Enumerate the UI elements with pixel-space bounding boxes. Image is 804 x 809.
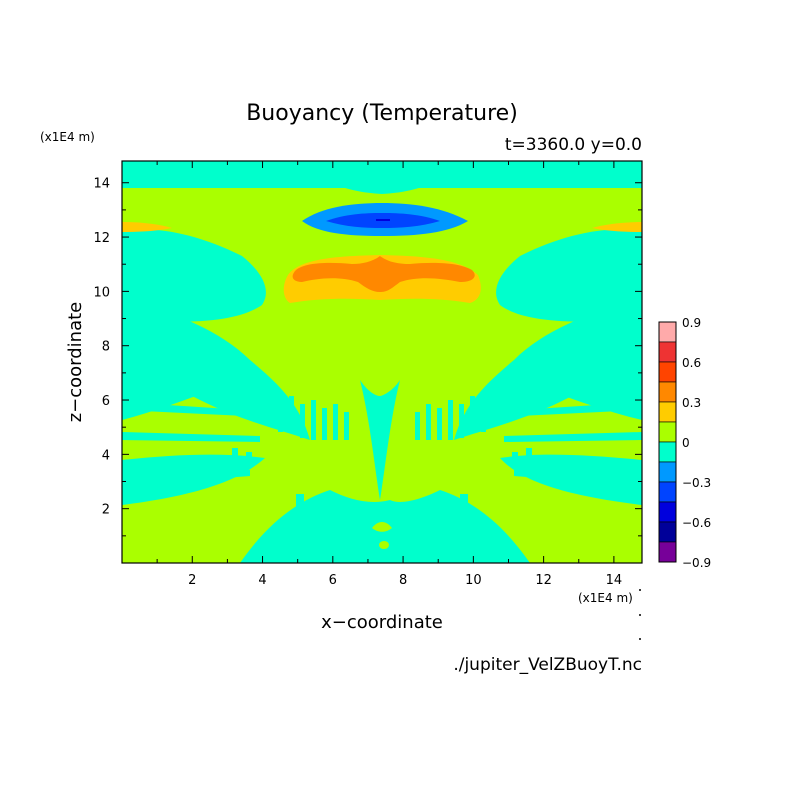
- y-axis: 2 4 6 8 10 12 14: [93, 177, 642, 537]
- colorbar-swatch: [658, 341, 677, 363]
- x-tick-label: 10: [465, 573, 482, 588]
- colorbar-swatch: [658, 321, 677, 343]
- footer-filename: ./jupiter_VelZBuoyT.nc: [453, 655, 642, 675]
- cell-cluster-left: [232, 396, 349, 510]
- x-tick-label: 14: [606, 573, 623, 588]
- cold-lobe-upper: [312, 161, 452, 194]
- y-unit-label: (x1E4 m): [40, 130, 95, 144]
- stripe-band-right: [504, 318, 642, 486]
- cell-cluster-right: [415, 396, 532, 510]
- x-tick-label: 12: [535, 573, 552, 588]
- x-unit-label: (x1E4 m): [578, 591, 633, 605]
- colorbar-swatch: [658, 541, 677, 563]
- y-tick-label: 6: [102, 394, 110, 409]
- x-axis-label: x−coordinate: [321, 612, 443, 633]
- y-axis-label: z−coordinate: [65, 302, 86, 423]
- x-tick-label: 8: [399, 573, 407, 588]
- colorbar-swatch: [658, 461, 677, 483]
- plot-field: [122, 161, 642, 563]
- cold-cap-core: [376, 219, 390, 221]
- cold-lobe-left: [122, 300, 310, 440]
- x-tick-label: 4: [258, 573, 266, 588]
- colorbar-swatch: [658, 421, 677, 443]
- colorbar-label: 0.9: [682, 316, 701, 330]
- bottom-plume-blobs: [372, 522, 392, 549]
- warm-edge-left: [122, 222, 172, 232]
- colorbar-swatch: [658, 501, 677, 523]
- positive-main-region: [122, 188, 642, 563]
- plot-frame: [121, 160, 643, 564]
- colorbar-swatch: [658, 401, 677, 423]
- colorbar-label: 0.6: [682, 356, 701, 370]
- colorbar-frame: [658, 321, 677, 563]
- chart-title: Buoyancy (Temperature): [246, 101, 518, 126]
- colorbar-swatch: [658, 441, 677, 463]
- x-tick-label: 6: [329, 573, 337, 588]
- colorbar-label: 0: [682, 436, 690, 450]
- cold-plume-stem: [360, 380, 400, 500]
- colorbar-swatch: [658, 481, 677, 503]
- warm-core-inner: [292, 256, 475, 292]
- y-tick-label: 4: [102, 448, 110, 463]
- x-axis: 2 4 6 8 10 12 14: [156, 161, 623, 588]
- corner-markers: [639, 589, 641, 640]
- warm-edge-right: [592, 222, 642, 232]
- colorbar-swatch: [658, 521, 677, 543]
- y-tick-label: 2: [102, 503, 110, 518]
- colorbar-swatch: [658, 361, 677, 383]
- stripe-band-left: [122, 318, 260, 486]
- colorbar-swatch: [658, 381, 677, 403]
- colorbar-label: −0.9: [682, 556, 711, 570]
- y-tick-label: 12: [93, 231, 110, 246]
- chart-subtitle: t=3360.0 y=0.0: [505, 135, 642, 155]
- colorbar-label: −0.6: [682, 516, 711, 530]
- cold-lobe-right: [454, 300, 642, 440]
- colorbar-label: 0.3: [682, 396, 701, 410]
- colorbar-legend: 0.9 0.6 0.3 0 −0.3 −0.6 −0.9: [658, 316, 711, 570]
- x-tick-label: 2: [188, 573, 196, 588]
- y-tick-label: 10: [93, 285, 110, 300]
- y-tick-label: 14: [93, 177, 110, 192]
- colorbar-label: −0.3: [682, 476, 711, 490]
- y-tick-label: 8: [102, 340, 110, 355]
